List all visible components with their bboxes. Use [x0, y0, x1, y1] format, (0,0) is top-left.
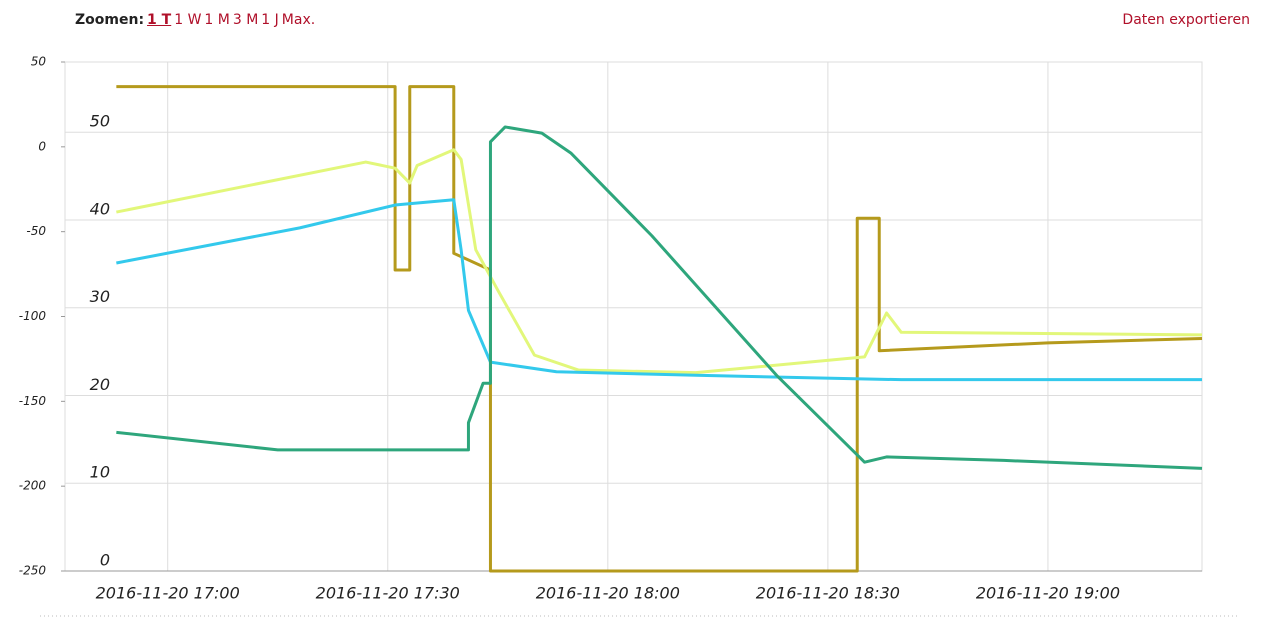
y-tick-label: 50	[90, 112, 110, 131]
zoom-label: Zoomen:	[75, 12, 145, 28]
zoom-option[interactable]: 1 J	[261, 12, 279, 28]
y2-tick-label: 50	[31, 55, 47, 69]
plot-area	[64, 61, 1203, 572]
y2-tick-label: -200	[19, 479, 47, 493]
series-line	[116, 198, 1202, 382]
x-tick-label: 2016-11-20 18:00	[536, 584, 680, 603]
y-tick-label: 10	[90, 463, 110, 482]
x-tick-label: 2016-11-20 17:00	[96, 584, 240, 603]
zoom-option[interactable]: 1 M	[204, 12, 230, 28]
series-line	[116, 85, 1203, 573]
series-line	[116, 148, 1203, 375]
series-line	[116, 125, 1203, 470]
x-tick-label: 2016-11-20 19:00	[976, 584, 1120, 603]
export-link[interactable]: Daten exportieren	[1122, 12, 1250, 28]
y2-tick-label: -250	[19, 564, 47, 578]
y2-tick-label: -50	[26, 224, 46, 238]
y-tick-label: 40	[90, 199, 110, 218]
y-tick-label: 20	[90, 375, 110, 394]
zoom-option[interactable]: 1 T	[147, 12, 172, 28]
y2-tick-label: -150	[19, 394, 47, 408]
y2-tick-label: 0	[38, 139, 46, 153]
y-tick-label: 0	[100, 551, 110, 570]
x-tick-label: 2016-11-20 17:30	[316, 584, 460, 603]
zoom-option[interactable]: 1 W	[174, 12, 202, 28]
zoom-option[interactable]: 3 M	[232, 12, 259, 28]
x-tick-label: 2016-11-20 18:30	[756, 584, 900, 603]
zoom-option[interactable]: Max.	[281, 12, 316, 28]
y2-tick-label: -100	[19, 309, 47, 323]
y-tick-label: 30	[90, 287, 110, 306]
